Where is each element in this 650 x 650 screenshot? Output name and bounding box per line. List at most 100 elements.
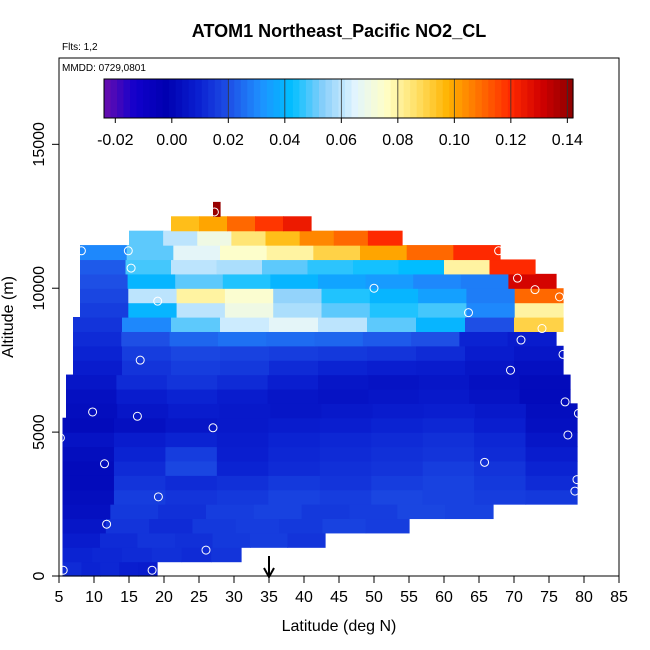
x-tick-label: 60 bbox=[435, 589, 453, 606]
heatmap-cell bbox=[125, 259, 172, 275]
chart-title: ATOM1 Northeast_Pacific NO2_CL bbox=[192, 21, 486, 41]
heatmap-cell bbox=[171, 317, 221, 332]
heatmap-cell bbox=[519, 388, 571, 404]
sample-point bbox=[153, 492, 163, 502]
heatmap-cell bbox=[465, 360, 515, 376]
heatmap-cell bbox=[176, 288, 226, 304]
sample-point bbox=[102, 519, 112, 529]
heatmap-cell bbox=[217, 374, 269, 390]
colorbar-segment bbox=[253, 79, 261, 118]
heatmap-cell bbox=[73, 360, 123, 376]
y-axis-label: Altitude (m) bbox=[0, 276, 17, 358]
colorbar-segment bbox=[286, 79, 294, 118]
heatmap-cell bbox=[224, 288, 274, 304]
colorbar-segment bbox=[182, 79, 190, 118]
heatmap-cell bbox=[371, 489, 424, 505]
colorbar-segment bbox=[260, 79, 268, 118]
heatmap-cell bbox=[369, 288, 419, 304]
heatmap-cell bbox=[453, 245, 501, 261]
colorbar-segment bbox=[514, 79, 522, 118]
heatmap-cell bbox=[422, 475, 475, 491]
heatmap-cell bbox=[171, 216, 200, 232]
heatmap-cell bbox=[80, 259, 127, 275]
x-tick-label: 30 bbox=[225, 589, 243, 606]
heatmap-cell bbox=[268, 432, 321, 448]
heatmap-cell bbox=[192, 518, 237, 534]
colorbar-segment bbox=[234, 79, 242, 118]
colorbar-segment bbox=[429, 79, 437, 118]
heatmap-cell bbox=[73, 345, 123, 361]
colorbar-segment bbox=[364, 79, 372, 118]
sample-point bbox=[563, 430, 573, 440]
colorbar-segment bbox=[240, 79, 248, 118]
heatmap-cell bbox=[224, 302, 274, 318]
heatmap-cell bbox=[268, 446, 321, 462]
heatmap-cell bbox=[127, 273, 176, 289]
sample-point bbox=[135, 355, 145, 365]
heatmap-cell bbox=[163, 230, 198, 246]
heatmap-cell bbox=[460, 273, 509, 289]
heatmap-cell bbox=[469, 374, 521, 390]
heatmap-cell bbox=[121, 331, 171, 347]
x-tick-label: 55 bbox=[400, 589, 418, 606]
heatmap-cell bbox=[319, 475, 372, 491]
colorbar-tick-label: 0.08 bbox=[382, 132, 413, 149]
heatmap-cell bbox=[474, 432, 527, 448]
heatmap-cell bbox=[62, 489, 115, 505]
heatmap-cell bbox=[318, 345, 368, 361]
sample-point bbox=[560, 397, 570, 407]
colorbar-segment bbox=[266, 79, 274, 118]
colorbar-segment bbox=[494, 79, 502, 118]
colorbar-segment bbox=[292, 79, 301, 118]
heatmap-cell bbox=[151, 547, 183, 563]
colorbar-segment bbox=[331, 79, 340, 118]
heatmap-cell bbox=[113, 460, 166, 476]
heatmap-cell bbox=[273, 288, 323, 304]
colorbar-segment bbox=[442, 79, 450, 118]
heatmap-cell bbox=[508, 273, 557, 289]
heatmap-cell bbox=[113, 489, 166, 505]
x-tick-label: 75 bbox=[540, 589, 558, 606]
heatmap-cell bbox=[397, 504, 446, 520]
heatmap-cell bbox=[128, 302, 178, 318]
colorbar-segment bbox=[273, 79, 281, 118]
heatmap-cell bbox=[122, 547, 153, 563]
colorbar-segment bbox=[305, 79, 314, 118]
heatmap-cell bbox=[100, 532, 139, 548]
colorbar-segment bbox=[208, 79, 216, 118]
heatmap-cell bbox=[307, 259, 354, 275]
heatmap-cell bbox=[418, 388, 470, 404]
heatmap-cell bbox=[216, 475, 269, 491]
colorbar-segment bbox=[501, 79, 509, 118]
heatmap-cell bbox=[213, 201, 221, 217]
heatmap-cell bbox=[459, 331, 509, 347]
heatmap-cell bbox=[371, 417, 424, 433]
heatmap-cell bbox=[367, 230, 403, 246]
heatmap-cell bbox=[66, 374, 117, 390]
colorbar-segment bbox=[520, 79, 528, 118]
heatmap-cell bbox=[80, 245, 128, 261]
latitude-marker-arrow bbox=[263, 556, 275, 580]
heatmap-cell bbox=[117, 403, 169, 419]
heatmap-cell bbox=[253, 504, 303, 520]
heatmap-cell bbox=[321, 302, 371, 318]
colorbar-segment bbox=[136, 79, 144, 118]
colorbar-segment bbox=[566, 79, 574, 118]
colorbar-segment bbox=[325, 79, 333, 118]
heatmap-cell bbox=[165, 489, 218, 505]
colorbar-segment bbox=[449, 79, 457, 118]
colorbar-segment bbox=[436, 79, 444, 118]
colorbar-segment bbox=[410, 79, 418, 118]
heatmap-cell bbox=[474, 460, 527, 476]
colorbar-segment bbox=[540, 79, 548, 118]
sample-point bbox=[88, 407, 98, 417]
colorbar-segment bbox=[345, 79, 353, 118]
heatmap-cell bbox=[416, 360, 466, 376]
heatmap-cell bbox=[165, 475, 218, 491]
heatmap-cell bbox=[525, 417, 578, 433]
heatmap-cell bbox=[266, 245, 314, 261]
colorbar-segment bbox=[351, 79, 359, 118]
heatmap-cell bbox=[110, 504, 159, 520]
heatmap-cell bbox=[283, 216, 312, 232]
sample-point bbox=[100, 459, 109, 469]
